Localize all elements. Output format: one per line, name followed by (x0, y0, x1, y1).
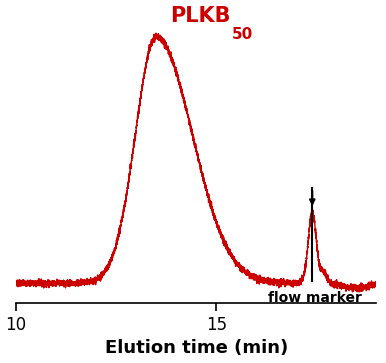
Text: 50: 50 (232, 27, 254, 42)
Text: flow marker: flow marker (268, 291, 362, 305)
Text: PLKB: PLKB (170, 7, 231, 26)
X-axis label: Elution time (min): Elution time (min) (105, 339, 288, 358)
